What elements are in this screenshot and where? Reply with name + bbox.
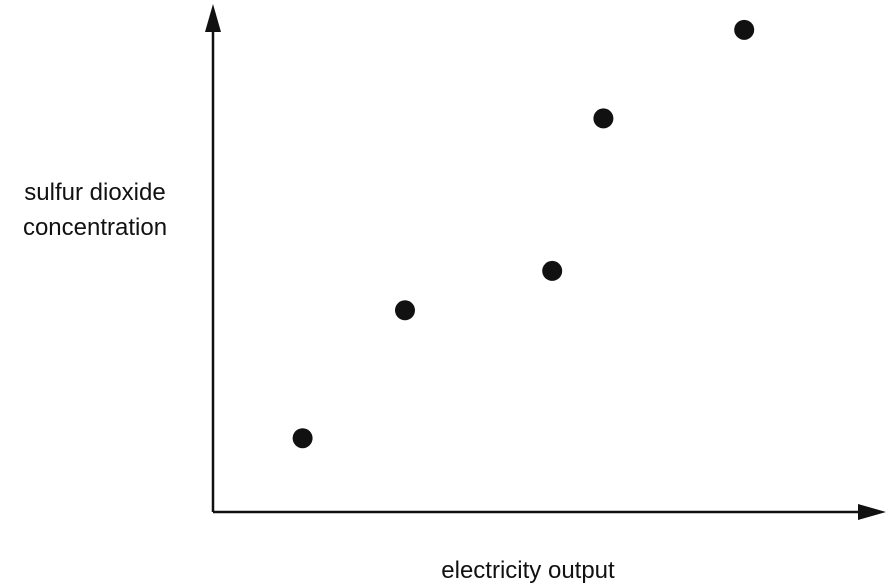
data-point [395,300,415,321]
x-axis [213,504,886,520]
data-point [542,260,563,281]
y-axis [205,4,221,512]
y-axis-label-line-1: sulfur dioxide [24,179,165,206]
y-axis-arrow-icon [205,4,221,32]
data-point [593,108,614,129]
data-point [734,19,755,40]
x-axis-arrow-icon [858,504,886,520]
x-axis-label: electricity output [441,557,615,584]
data-points [292,19,755,449]
y-axis-label-line-2: concentration [23,214,167,241]
data-point [292,428,313,449]
